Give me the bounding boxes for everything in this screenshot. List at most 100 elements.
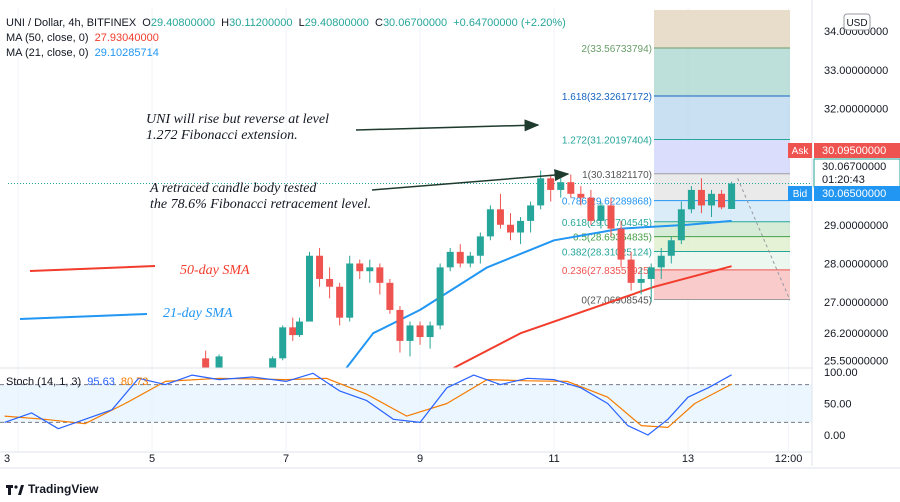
- time-tick-label: 12:00: [775, 453, 803, 465]
- candle-up: [657, 255, 665, 268]
- fib-level-label: 0.382(28.31025124): [562, 247, 652, 258]
- price-tick-label: 25.50000000: [824, 355, 888, 367]
- candle-up: [517, 220, 525, 233]
- fib-level-label: 1.272(31.20197404): [562, 136, 652, 147]
- fib-zone: [654, 9, 790, 48]
- price-tick-label: 27.00000000: [824, 297, 888, 309]
- close-value: 30.06700000: [382, 17, 448, 29]
- candle-down: [718, 193, 726, 208]
- last-price-value: 30.06700000: [822, 161, 886, 173]
- fib-level-label: 0.5(28.69364835): [573, 233, 652, 244]
- candle-up: [306, 255, 313, 322]
- candle-up: [667, 240, 675, 256]
- fib-zone: [654, 221, 790, 237]
- ma50-value: 27.93040000: [94, 32, 159, 44]
- stoch-band: [0, 384, 812, 423]
- tradingview-logo-icon: [6, 484, 24, 495]
- candle-up: [486, 209, 494, 237]
- fib-level-label: 0.236(27.83557925): [562, 266, 652, 277]
- open-key: O: [142, 17, 151, 29]
- candle-down: [547, 178, 555, 190]
- note1-line2: 1.272 Fibonacci extension.: [146, 128, 298, 143]
- candle-down: [416, 325, 424, 338]
- candle-up: [637, 278, 645, 283]
- bid-price-value: 30.06500000: [822, 188, 886, 200]
- candle-down: [336, 286, 344, 318]
- candle-up: [426, 325, 434, 338]
- candle-up: [295, 321, 303, 336]
- candle-down: [456, 251, 464, 264]
- fib-zone: [654, 96, 790, 140]
- candle-up: [406, 325, 414, 341]
- ma21-label: MA (21, close, 0): [6, 47, 89, 59]
- stoch-tick-label: 100.00: [824, 367, 858, 379]
- candle-up: [647, 267, 655, 279]
- fib-level-label: 2(33.56733794): [581, 44, 652, 55]
- high-key: H: [221, 17, 230, 29]
- candle-up: [466, 255, 474, 264]
- bid-price-box: [814, 186, 900, 201]
- candle-down: [396, 309, 404, 341]
- tradingview-brand[interactable]: TradingView: [6, 482, 98, 496]
- price-tick-label: 29.00000000: [824, 220, 888, 232]
- low-key: L: [298, 17, 305, 29]
- candle-up: [687, 189, 695, 210]
- price-tick-label: 32.00000000: [824, 104, 888, 116]
- candle-down: [617, 228, 625, 260]
- candle-up: [557, 182, 565, 190]
- candle-up: [279, 327, 287, 359]
- sma21-line: [345, 219, 732, 369]
- ask-price-value: 30.09500000: [822, 145, 886, 157]
- candle-up: [537, 178, 545, 206]
- sma50-legend-line: [29, 265, 156, 272]
- high-value: 30.11200000: [229, 17, 293, 29]
- note2-arrow: [371, 169, 570, 191]
- candle-up: [728, 183, 736, 209]
- fib-level-label: 0.786(29.62289868): [562, 197, 652, 208]
- fib-zone: [654, 251, 790, 270]
- fib-zone: [654, 139, 790, 174]
- symbol-name: UNI / Dollar, 4h, BITFINEX: [6, 17, 137, 29]
- candle-up: [597, 205, 605, 221]
- low-value: 29.40800000: [304, 17, 369, 29]
- candle-down: [289, 327, 297, 336]
- tradingview-brand-label: TradingView: [28, 482, 99, 496]
- ma21-legend: MA (21, close, 0) 29.10285714: [6, 46, 159, 60]
- stoch-label: Stoch (14, 1, 3): [6, 376, 82, 388]
- candle-up: [708, 193, 715, 206]
- time-tick-label: 3: [4, 453, 10, 465]
- stoch-d-line: [4, 377, 732, 428]
- note1-arrow: [355, 119, 540, 132]
- sma21-legend-line: [19, 313, 148, 320]
- candle-up: [346, 263, 354, 318]
- candle-up: [446, 251, 454, 268]
- candle-down: [356, 263, 364, 272]
- candle-up: [366, 267, 374, 272]
- bar-countdown: 01:20:43: [822, 174, 865, 186]
- price-tick-label: 28.00000000: [824, 258, 888, 270]
- time-tick-label: 13: [682, 453, 694, 465]
- projection-line: [737, 178, 791, 301]
- note2-line2: the 78.6% Fibonacci retracement level.: [150, 197, 371, 212]
- candle-down: [202, 358, 210, 368]
- candle-down: [577, 193, 585, 198]
- currency-label: USD: [846, 18, 867, 29]
- change-value: +0.64700000 (+2.20%): [453, 17, 566, 29]
- ask-tag-label: Ask: [792, 146, 810, 157]
- open-value: 29.40800000: [150, 17, 216, 29]
- ask-price-box: [814, 143, 900, 158]
- candle-down: [607, 205, 615, 229]
- candle-down: [376, 267, 384, 283]
- fib-zone: [654, 269, 790, 300]
- candle-up: [215, 356, 223, 368]
- ma21-value: 29.10285714: [94, 47, 159, 59]
- last-price-box: [813, 158, 900, 188]
- fib-zone: [654, 236, 790, 252]
- candle-down: [507, 224, 514, 233]
- stoch-d-value: 80.73: [120, 376, 149, 388]
- candle-up: [436, 267, 444, 326]
- candle-up: [476, 236, 484, 256]
- candle-down: [496, 209, 504, 225]
- symbol-legend: UNI / Dollar, 4h, BITFINEX O29.40800000 …: [6, 16, 566, 30]
